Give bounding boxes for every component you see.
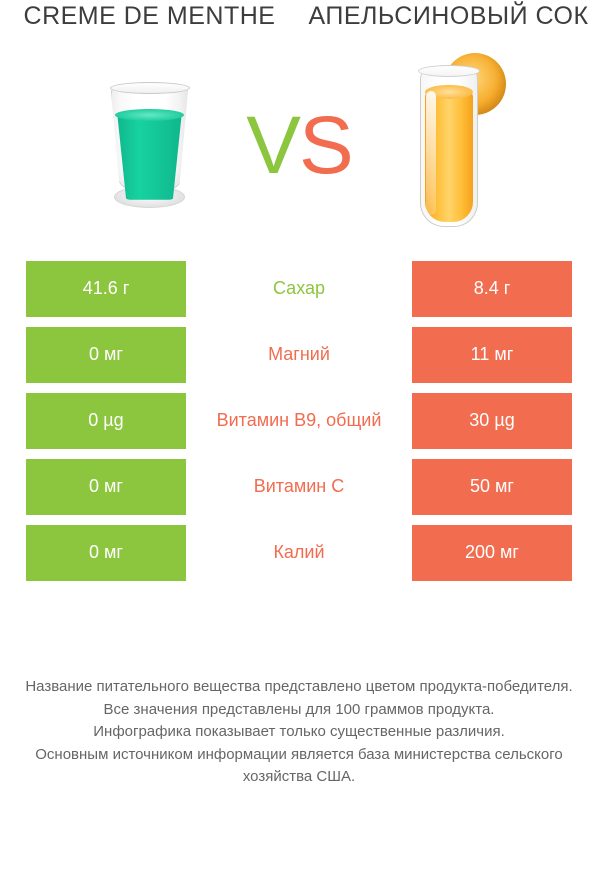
table-row: 41.6 гСахар8.4 г bbox=[26, 261, 572, 317]
table-row: 0 µgВитамин B9, общий30 µg bbox=[26, 393, 572, 449]
right-product-title: АПЕЛЬСИНОВЫЙ СОК bbox=[299, 2, 598, 31]
table-row: 0 мгМагний11 мг bbox=[26, 327, 572, 383]
left-value: 0 мг bbox=[26, 525, 186, 581]
left-value: 0 µg bbox=[26, 393, 186, 449]
nutrient-label: Витамин B9, общий bbox=[186, 393, 412, 449]
right-value: 30 µg bbox=[412, 393, 572, 449]
left-value: 0 мг bbox=[26, 327, 186, 383]
table-row: 0 мгКалий200 мг bbox=[26, 525, 572, 581]
nutrient-label: Витамин C bbox=[186, 459, 412, 515]
footer-notes: Название питательного вещества представл… bbox=[0, 581, 598, 874]
footer-text: Название питательного вещества представл… bbox=[24, 676, 574, 789]
vs-v: V bbox=[246, 100, 299, 191]
nutrient-label: Сахар bbox=[186, 261, 412, 317]
nutrient-label: Калий bbox=[186, 525, 412, 581]
right-value: 200 мг bbox=[412, 525, 572, 581]
left-product-title: CREME DE MENTHE bbox=[0, 2, 299, 31]
nutrition-table: 41.6 гСахар8.4 г0 мгМагний11 мг0 µgВитам… bbox=[0, 261, 598, 581]
right-value: 11 мг bbox=[412, 327, 572, 383]
creme-de-menthe-icon bbox=[111, 86, 189, 206]
right-value: 8.4 г bbox=[412, 261, 572, 317]
orange-juice-icon bbox=[410, 61, 488, 231]
nutrient-label: Магний bbox=[186, 327, 412, 383]
table-row: 0 мгВитамин C50 мг bbox=[26, 459, 572, 515]
titles-row: CREME DE MENTHE АПЕЛЬСИНОВЫЙ СОК bbox=[0, 0, 598, 31]
comparison-infographic: CREME DE MENTHE АПЕЛЬСИНОВЫЙ СОК VS bbox=[0, 0, 598, 874]
left-value: 41.6 г bbox=[26, 261, 186, 317]
hero-row: VS bbox=[0, 31, 598, 261]
vs-label: VS bbox=[246, 105, 351, 187]
vs-s: S bbox=[299, 100, 352, 191]
left-value: 0 мг bbox=[26, 459, 186, 515]
right-value: 50 мг bbox=[412, 459, 572, 515]
